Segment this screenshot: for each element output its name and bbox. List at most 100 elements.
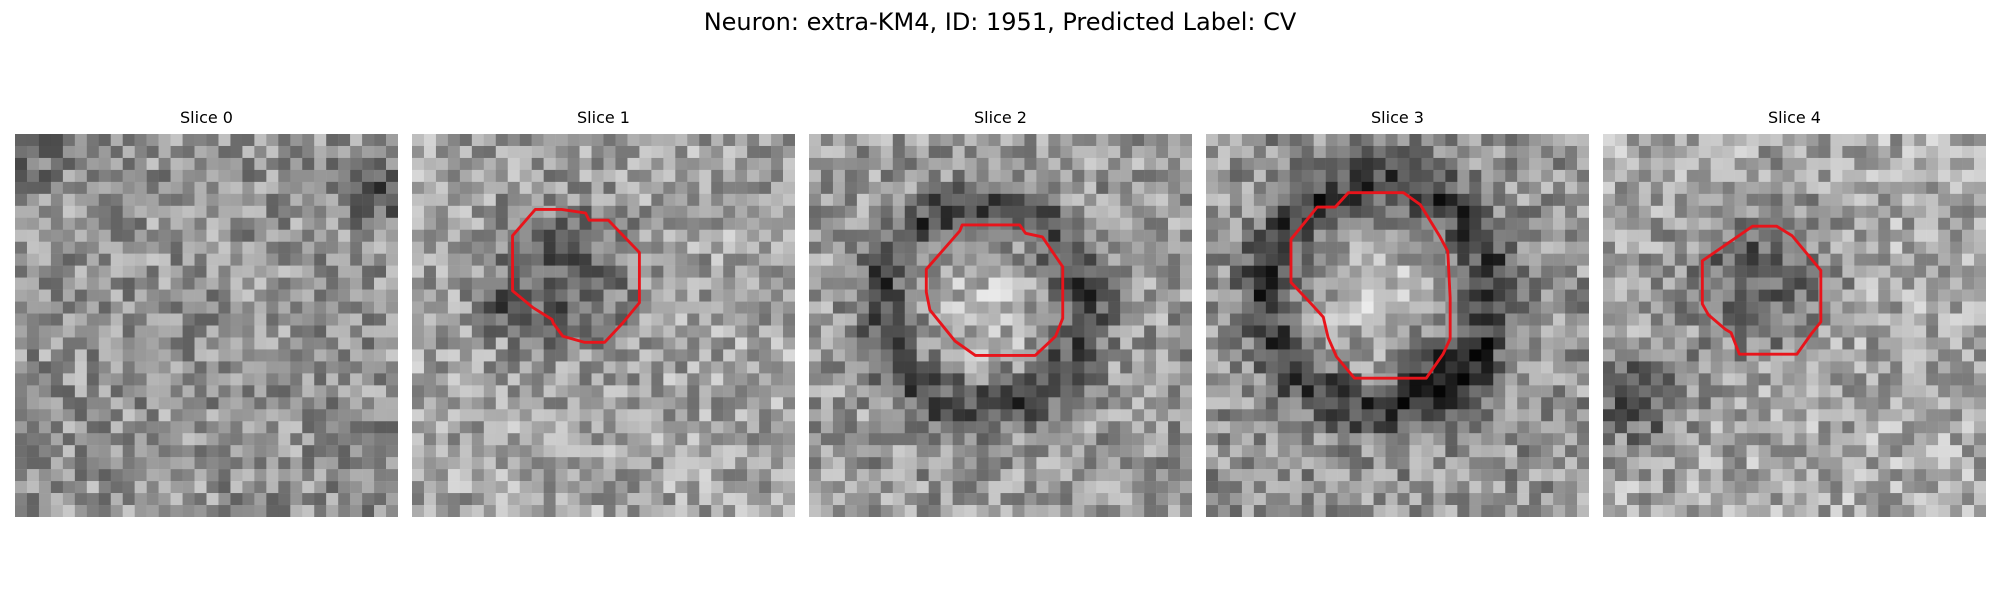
image-pixel	[423, 277, 437, 290]
image-pixel	[567, 169, 580, 183]
image-pixel	[1337, 265, 1350, 278]
image-pixel	[519, 241, 532, 254]
image-pixel	[98, 241, 111, 254]
image-pixel	[832, 145, 846, 159]
image-pixel	[1301, 337, 1314, 350]
image-pixel	[699, 373, 712, 386]
image-pixel	[459, 433, 473, 446]
image-pixel	[1541, 181, 1554, 195]
image-pixel	[1277, 253, 1291, 266]
image-pixel	[1902, 349, 1915, 362]
image-pixel	[326, 469, 339, 482]
image-pixel	[844, 157, 858, 171]
image-pixel	[1277, 145, 1291, 159]
image-pixel	[218, 481, 231, 494]
image-pixel	[1313, 169, 1326, 183]
image-pixel	[567, 181, 580, 195]
image-pixel	[423, 217, 437, 230]
image-pixel	[723, 193, 736, 207]
image-pixel	[1818, 433, 1831, 446]
image-pixel	[904, 229, 917, 242]
image-pixel	[1241, 445, 1255, 458]
image-pixel	[170, 229, 183, 242]
image-pixel	[230, 433, 243, 446]
image-pixel	[122, 373, 135, 386]
image-pixel	[38, 181, 52, 195]
image-pixel	[1493, 289, 1506, 302]
image-pixel	[820, 253, 834, 266]
image-pixel	[1902, 181, 1915, 195]
image-pixel	[1096, 505, 1109, 517]
image-pixel	[603, 505, 616, 517]
image-pixel	[771, 361, 784, 374]
image-pixel	[278, 157, 291, 171]
image-pixel	[1734, 397, 1747, 410]
image-pixel	[170, 313, 183, 326]
image-pixel	[254, 217, 267, 230]
image-pixel	[1349, 205, 1362, 219]
image-pixel	[579, 373, 592, 386]
image-pixel	[1012, 445, 1025, 458]
image-pixel	[1108, 217, 1121, 230]
image-pixel	[1529, 421, 1542, 434]
image-pixel	[1938, 193, 1951, 207]
image-pixel	[1096, 385, 1109, 398]
image-pixel	[62, 349, 76, 362]
image-pixel	[1794, 229, 1807, 242]
image-pixel	[386, 301, 398, 314]
image-pixel	[940, 181, 953, 195]
image-pixel	[471, 445, 485, 458]
image-pixel	[1373, 385, 1386, 398]
image-pixel	[916, 193, 929, 207]
image-pixel	[1206, 145, 1219, 159]
image-pixel	[1962, 409, 1975, 422]
image-pixel	[146, 277, 159, 290]
image-pixel	[519, 181, 532, 195]
image-pixel	[1433, 169, 1446, 183]
image-pixel	[326, 289, 339, 302]
image-pixel	[543, 337, 556, 350]
image-pixel	[134, 229, 147, 242]
image-pixel	[122, 134, 135, 147]
image-pixel	[1217, 134, 1231, 147]
image-pixel	[134, 169, 147, 183]
image-pixel	[988, 481, 1001, 494]
image-pixel	[675, 409, 688, 422]
image-pixel	[1806, 421, 1819, 434]
image-pixel	[759, 481, 772, 494]
image-pixel	[1072, 421, 1085, 434]
image-pixel	[735, 289, 748, 302]
image-pixel	[290, 265, 303, 278]
image-pixel	[759, 505, 772, 517]
image-pixel	[218, 493, 231, 506]
image-pixel	[1349, 253, 1362, 266]
image-pixel	[1746, 433, 1759, 446]
image-pixel	[1180, 217, 1192, 230]
image-pixel	[435, 277, 449, 290]
image-pixel	[555, 205, 568, 219]
image-pixel	[483, 445, 497, 458]
image-pixel	[940, 157, 953, 171]
image-pixel	[218, 421, 231, 434]
image-pixel	[182, 457, 195, 470]
image-pixel	[1493, 457, 1506, 470]
image-pixel	[615, 421, 628, 434]
image-pixel	[1758, 265, 1771, 278]
image-pixel	[1650, 289, 1664, 302]
image-pixel	[194, 217, 207, 230]
image-pixel	[1217, 169, 1231, 183]
image-pixel	[1313, 265, 1326, 278]
image-pixel	[603, 241, 616, 254]
image-pixel	[627, 229, 640, 242]
image-pixel	[1722, 337, 1735, 350]
image-pixel	[447, 409, 461, 422]
image-pixel	[651, 265, 664, 278]
image-pixel	[423, 409, 437, 422]
image-pixel	[1505, 301, 1518, 314]
image-pixel	[374, 169, 387, 183]
image-pixel	[122, 217, 135, 230]
image-pixel	[1132, 193, 1145, 207]
image-pixel	[1577, 457, 1589, 470]
image-pixel	[519, 253, 532, 266]
image-pixel	[170, 289, 183, 302]
